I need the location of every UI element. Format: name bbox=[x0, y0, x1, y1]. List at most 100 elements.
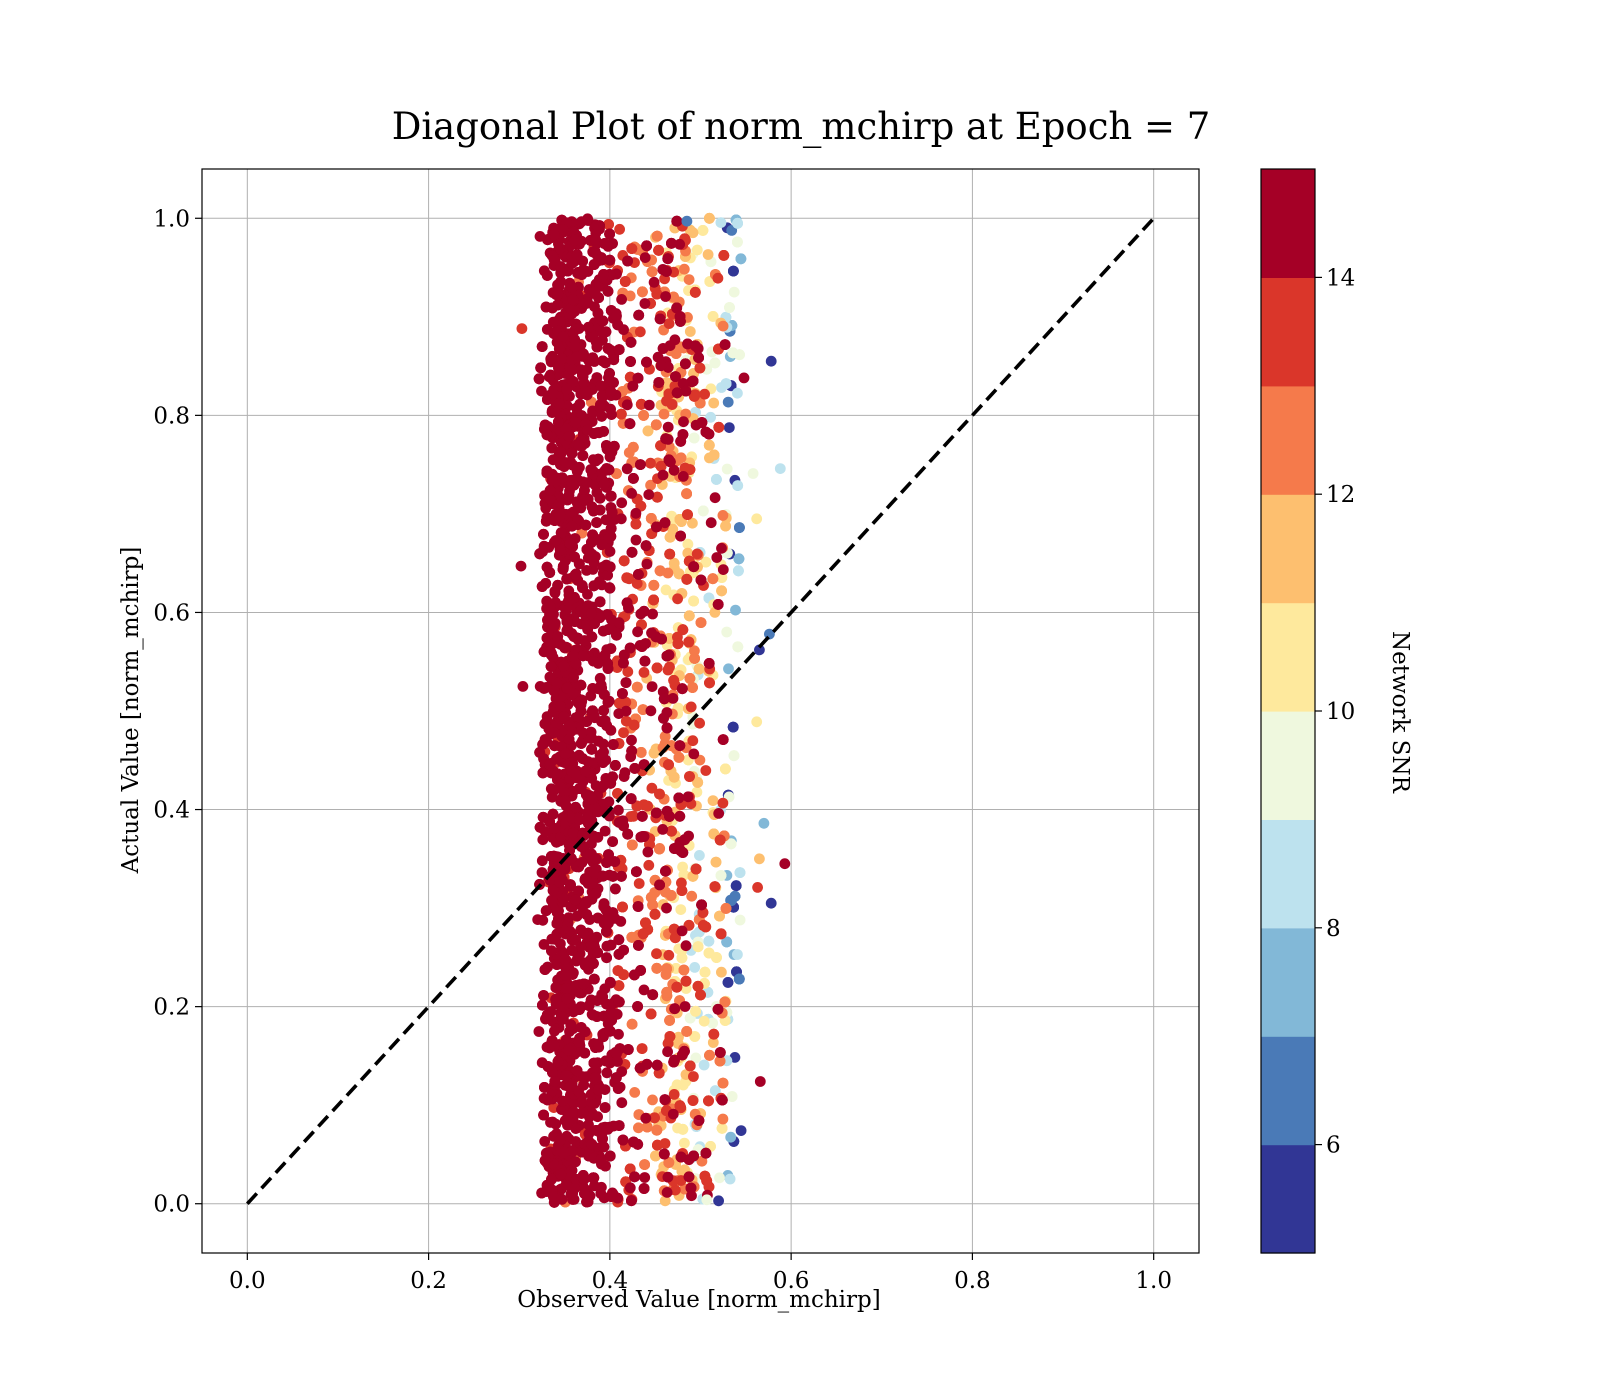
scatter-point bbox=[646, 782, 658, 794]
scatter-point bbox=[654, 565, 666, 577]
scatter-point bbox=[651, 1059, 663, 1071]
scatter-point bbox=[603, 533, 615, 544]
scatter-point bbox=[700, 1147, 712, 1159]
scatter-point bbox=[573, 1037, 585, 1048]
scatter-point bbox=[651, 948, 662, 960]
scatter-point bbox=[555, 447, 567, 459]
scatter-point bbox=[629, 1087, 641, 1098]
scatter-point bbox=[733, 553, 745, 565]
scatter-point bbox=[576, 857, 588, 868]
scatter-point bbox=[565, 1019, 577, 1031]
scatter-point bbox=[663, 759, 674, 771]
scatter-point bbox=[570, 801, 581, 813]
scatter-point bbox=[597, 1133, 608, 1145]
scatter-point bbox=[569, 340, 580, 352]
scatter-point bbox=[553, 238, 564, 250]
scatter-point bbox=[566, 257, 578, 269]
scatter-point bbox=[668, 1089, 680, 1100]
scatter-point bbox=[602, 913, 614, 925]
scatter-point bbox=[677, 471, 689, 482]
scatter-point bbox=[598, 705, 609, 716]
scatter-point bbox=[638, 410, 649, 421]
scatter-point bbox=[613, 980, 625, 992]
scatter-point bbox=[546, 475, 558, 486]
scatter-point bbox=[625, 336, 637, 348]
scatter-point bbox=[639, 298, 651, 309]
scatter-point bbox=[684, 771, 695, 782]
scatter-point bbox=[620, 696, 632, 708]
chart-title: Diagonal Plot of norm_mchirp at Epoch = … bbox=[392, 105, 1211, 149]
scatter-point bbox=[699, 966, 711, 978]
scatter-point bbox=[567, 786, 579, 797]
scatter-point bbox=[668, 291, 679, 303]
scatter-point bbox=[624, 1163, 636, 1175]
scatter-point bbox=[676, 877, 687, 889]
scatter-point bbox=[626, 546, 638, 558]
scatter-point bbox=[648, 276, 660, 288]
scatter-point bbox=[622, 1044, 634, 1055]
scatter-point bbox=[631, 578, 643, 589]
scatter-point bbox=[587, 1009, 599, 1021]
scatter-point bbox=[552, 1056, 564, 1068]
scatter-point bbox=[688, 1071, 699, 1082]
scatter-point bbox=[690, 1005, 701, 1017]
scatter-point bbox=[582, 213, 593, 225]
scatter-point bbox=[596, 682, 608, 694]
scatter-point bbox=[639, 1159, 650, 1170]
scatter-point bbox=[688, 1150, 699, 1162]
scatter-point bbox=[662, 1171, 674, 1183]
scatter-point bbox=[537, 739, 549, 750]
scatter-point bbox=[618, 657, 629, 669]
scatter-point bbox=[582, 756, 594, 767]
scatter-point bbox=[599, 1084, 611, 1095]
scatter-point bbox=[575, 699, 587, 711]
scatter-point bbox=[575, 605, 586, 617]
scatter-point bbox=[599, 1102, 611, 1113]
scatter-point bbox=[575, 1097, 587, 1109]
scatter-point bbox=[707, 795, 719, 806]
scatter-point bbox=[665, 890, 677, 901]
scatter-point bbox=[560, 1070, 572, 1081]
scatter-point bbox=[729, 1052, 741, 1063]
scatter-point bbox=[684, 673, 696, 684]
scatter-point bbox=[709, 492, 721, 504]
scatter-point bbox=[614, 223, 625, 235]
scatter-point bbox=[612, 1056, 623, 1067]
scatter-point bbox=[712, 272, 724, 284]
scatter-point bbox=[641, 558, 653, 570]
scatter-point bbox=[703, 1095, 714, 1107]
scatter-point bbox=[692, 777, 704, 788]
scatter-point bbox=[714, 1047, 726, 1058]
scatter-point bbox=[634, 1062, 646, 1074]
scatter-point bbox=[641, 1121, 653, 1133]
scatter-point bbox=[640, 540, 652, 552]
scatter-point bbox=[682, 538, 694, 550]
scatter-point bbox=[714, 834, 726, 846]
scatter-point bbox=[554, 544, 566, 556]
scatter-point bbox=[675, 452, 687, 464]
scatter-point bbox=[540, 578, 552, 589]
scatter-point bbox=[691, 548, 703, 560]
scatter-point bbox=[570, 894, 582, 906]
scatter-point bbox=[617, 901, 628, 913]
scatter-point bbox=[590, 1125, 602, 1136]
scatter-point bbox=[728, 286, 740, 298]
scatter-point bbox=[566, 945, 578, 956]
scatter-point bbox=[586, 501, 598, 513]
scatter-point bbox=[680, 940, 692, 952]
scatter-point bbox=[671, 981, 683, 993]
scatter-point bbox=[605, 345, 617, 356]
scatter-point bbox=[655, 360, 667, 372]
scatter-point bbox=[598, 746, 609, 758]
scatter-point bbox=[606, 507, 618, 518]
scatter-point bbox=[689, 645, 700, 657]
scatter-point bbox=[717, 1077, 729, 1089]
scatter-point bbox=[638, 605, 650, 617]
scatter-point bbox=[678, 964, 690, 976]
scatter-point bbox=[590, 888, 602, 899]
scatter-point bbox=[610, 760, 621, 771]
scatter-point bbox=[589, 301, 600, 312]
scatter-point bbox=[541, 1041, 553, 1053]
scatter-point bbox=[715, 928, 727, 940]
scatter-point bbox=[618, 727, 629, 739]
